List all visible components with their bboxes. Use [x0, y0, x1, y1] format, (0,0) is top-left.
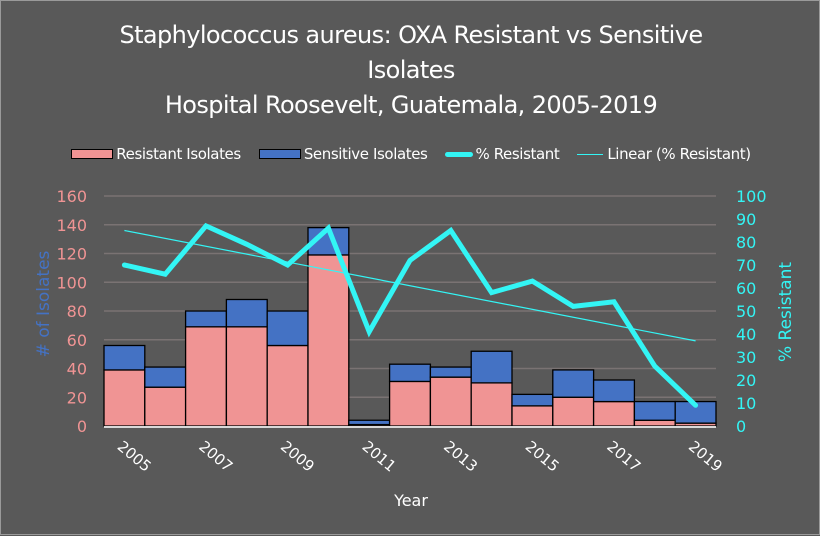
bar-sensitive-2008 [226, 300, 267, 327]
bar-resistant-2015 [512, 406, 553, 426]
bar-resistant-2013 [430, 377, 471, 426]
x-axis-title: Year [393, 491, 428, 510]
x-tick-label: 2015 [522, 437, 563, 475]
bar-sensitive-2011 [349, 420, 390, 424]
bar-sensitive-2018 [634, 402, 675, 421]
bar-resistant-2009 [267, 346, 308, 427]
bar-resistant-2010 [308, 255, 349, 426]
right-axis-title: % Resistant [776, 262, 796, 362]
x-tick-label: 2005 [114, 437, 155, 475]
left-tick-label: 120 [56, 245, 87, 264]
left-tick-label: 140 [56, 216, 87, 235]
bar-sensitive-2009 [267, 311, 308, 346]
left-axis-ticks: 0 20 40 60 80 100 120 140 160 [56, 187, 87, 436]
x-tick-label: 2007 [195, 437, 236, 475]
x-tick-label: 2013 [440, 437, 481, 475]
bar-sensitive-2006 [145, 367, 186, 387]
right-tick-label: 40 [736, 325, 756, 344]
right-tick-label: 60 [736, 279, 756, 298]
x-axis-ticks: 2005 2007 2009 2011 2013 2015 2017 2019 [114, 437, 726, 475]
left-tick-label: 100 [56, 273, 87, 292]
bar-sensitive-2012 [390, 364, 431, 381]
left-axis-title: # of Isolates [34, 250, 54, 357]
left-tick-label: 40 [67, 360, 87, 379]
x-tick-label: 2011 [359, 437, 400, 475]
bar-sensitive-2015 [512, 394, 553, 406]
bar-sensitive-2013 [430, 367, 471, 377]
right-tick-label: 10 [736, 394, 756, 413]
right-tick-label: 90 [736, 210, 756, 229]
bar-sensitive-2007 [186, 311, 227, 327]
left-tick-label: 160 [56, 187, 87, 206]
bar-resistant-2018 [634, 420, 675, 426]
right-tick-label: 20 [736, 371, 756, 390]
x-tick-label: 2009 [277, 437, 318, 475]
bar-resistant-2008 [226, 327, 267, 426]
left-tick-label: 20 [67, 388, 87, 407]
left-tick-label: 80 [67, 302, 87, 321]
x-tick-label: 2019 [685, 437, 726, 475]
right-tick-label: 70 [736, 256, 756, 275]
right-tick-label: 100 [736, 187, 767, 206]
bar-resistant-2016 [553, 397, 594, 426]
bar-sensitive-2014 [471, 351, 512, 383]
bar-sensitive-2016 [553, 370, 594, 397]
bar-resistant-2014 [471, 383, 512, 426]
x-tick-label: 2017 [603, 437, 644, 475]
bar-resistant-2007 [186, 327, 227, 426]
right-tick-label: 0 [736, 417, 746, 436]
right-tick-label: 30 [736, 348, 756, 367]
bar-sensitive-2017 [594, 380, 635, 402]
bar-resistant-2005 [104, 370, 145, 426]
right-tick-label: 50 [736, 302, 756, 321]
left-tick-label: 60 [67, 331, 87, 350]
bar-resistant-2006 [145, 387, 186, 426]
right-tick-label: 80 [736, 233, 756, 252]
bar-sensitive-2005 [104, 346, 145, 370]
bar-resistant-2012 [390, 381, 431, 426]
left-tick-label: 0 [77, 417, 87, 436]
bar-resistant-2017 [594, 402, 635, 426]
right-axis-ticks: 0 10 20 30 40 50 60 70 80 90 100 [736, 187, 767, 436]
